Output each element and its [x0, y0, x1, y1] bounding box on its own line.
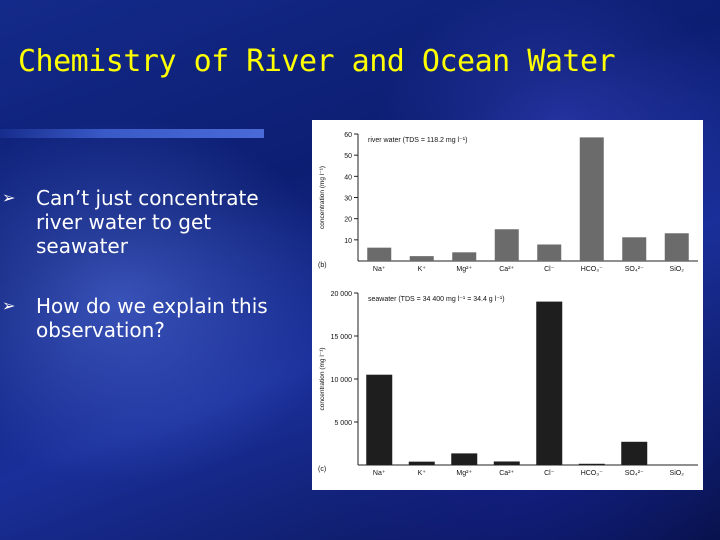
y-tick-label: 20 — [344, 217, 352, 224]
y-tick-label: 60 — [344, 132, 352, 139]
data-bar — [579, 137, 604, 261]
bullet-item: ➢ Can’t just concentrate river water to … — [2, 186, 294, 258]
bullet-list: ➢ Can’t just concentrate river water to … — [2, 186, 294, 378]
data-bar — [409, 256, 434, 261]
x-tick-label: K⁺ — [418, 470, 427, 477]
y-tick-label: 10 000 — [331, 377, 353, 384]
y-tick-label: 20 000 — [331, 291, 353, 298]
data-bar — [494, 229, 519, 261]
panel-label: (b) — [318, 262, 327, 269]
y-tick-label: 50 — [344, 153, 352, 160]
x-tick-label: Cl⁻ — [544, 470, 555, 477]
data-bar — [451, 453, 478, 465]
x-tick-label: Na⁺ — [373, 470, 386, 477]
x-tick-label: Na⁺ — [373, 266, 386, 273]
x-tick-label: HCO₃⁻ — [581, 470, 603, 477]
bullet-item: ➢ How do we explain this observation? — [2, 294, 294, 342]
data-bar — [493, 461, 520, 465]
y-tick-label: 40 — [344, 174, 352, 181]
arrow-bullet-icon: ➢ — [2, 188, 16, 207]
y-axis-label: concentration (mg l⁻¹) — [319, 347, 326, 410]
data-bar — [408, 461, 435, 465]
data-bar — [664, 233, 689, 261]
x-tick-label: Mg²⁺ — [456, 470, 472, 477]
x-tick-label: SO₄²⁻ — [625, 266, 644, 273]
bullet-text: How do we explain this observation? — [36, 294, 268, 342]
y-tick-label: 5 000 — [334, 420, 352, 427]
data-bar — [536, 301, 563, 465]
title-underline-bar — [0, 129, 264, 138]
panel-label: (c) — [318, 466, 326, 473]
data-bar — [452, 252, 477, 261]
y-tick-label: 15 000 — [331, 334, 353, 341]
data-bar — [366, 374, 393, 465]
arrow-bullet-icon: ➢ — [2, 296, 16, 315]
bar-chart-svg: 10 20 30 40 50 60 concentration (mg l⁻¹) river … — [318, 132, 698, 477]
x-tick-label: SiO₂ — [670, 470, 685, 477]
x-tick-label: K⁺ — [418, 266, 427, 273]
data-bar — [578, 463, 605, 465]
x-tick-label: SO₄²⁻ — [625, 470, 644, 477]
x-tick-label: Cl⁻ — [544, 266, 555, 273]
y-tick-label: 10 — [344, 238, 352, 245]
x-tick-label: HCO₃⁻ — [581, 266, 603, 273]
x-tick-label: Ca²⁺ — [499, 470, 514, 477]
data-bar — [621, 441, 648, 465]
data-bar — [367, 247, 392, 261]
x-tick-label: SiO₂ — [670, 266, 685, 273]
data-bar — [537, 244, 562, 261]
data-bar — [622, 237, 647, 261]
bullet-text: Can’t just concentrate river water to ge… — [36, 186, 259, 258]
y-tick-label: 30 — [344, 196, 352, 203]
x-tick-label: Mg²⁺ — [456, 266, 472, 273]
chart-title: river water (TDS = 118.2 mg l⁻¹) — [368, 137, 467, 144]
chart-figure: 10 20 30 40 50 60 concentration (mg l⁻¹) river … — [312, 120, 703, 490]
slide-title: Chemistry of River and Ocean Water — [18, 44, 616, 79]
chart-title: seawater (TDS = 34 400 mg l⁻¹ = 34.4 g l… — [368, 296, 505, 303]
x-tick-label: Ca²⁺ — [499, 266, 514, 273]
y-axis-label: concentration (mg l⁻¹) — [319, 166, 326, 229]
